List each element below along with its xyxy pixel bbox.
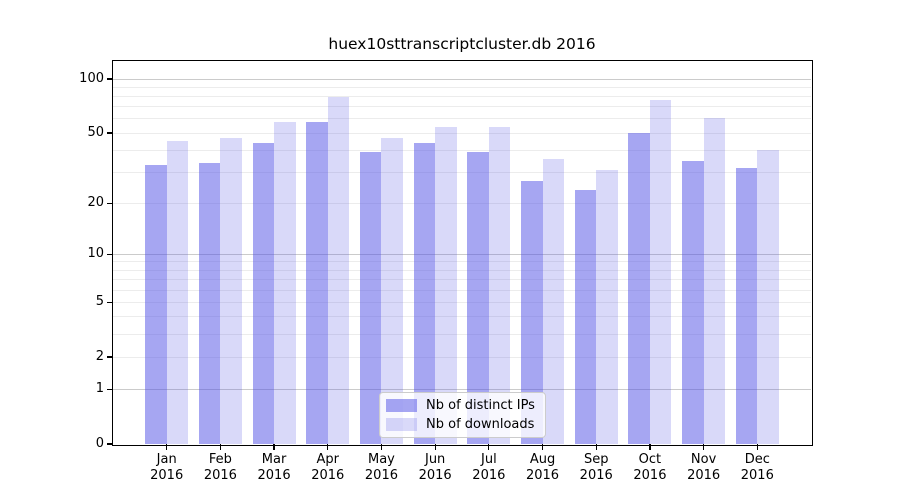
y-axis-tick-label: 5 <box>95 294 104 310</box>
bar-downloads <box>542 158 564 444</box>
y-axis-tick <box>106 443 113 445</box>
gridline-minor <box>113 289 811 291</box>
bar-downloads <box>327 96 350 444</box>
bar-distinct-ips <box>682 160 704 444</box>
y-axis-tick-label: 50 <box>87 125 104 141</box>
legend-swatch-downloads <box>386 418 417 431</box>
legend-label: Nb of downloads <box>426 417 535 432</box>
x-axis-tick <box>649 444 651 450</box>
x-axis-tick-label: Apr 2016 <box>311 452 345 483</box>
x-axis-tick <box>488 444 490 450</box>
x-axis-tick <box>434 444 436 450</box>
y-axis-tick-label: 2 <box>95 349 104 365</box>
bar-downloads <box>649 99 672 444</box>
y-axis-tick <box>106 253 113 256</box>
gridline-minor <box>113 269 811 271</box>
x-axis-tick-label: Jun 2016 <box>418 452 452 483</box>
legend-item-distinct-ips: Nb of distinct IPs <box>386 398 539 413</box>
bar-distinct-ips <box>521 180 543 444</box>
bar-downloads <box>220 137 242 444</box>
bar-distinct-ips <box>145 165 167 444</box>
bar-distinct-ips <box>735 167 758 444</box>
x-axis-tick <box>273 444 275 450</box>
gridline-major <box>113 78 811 80</box>
x-axis-tick <box>541 444 544 450</box>
bar-downloads <box>596 169 618 444</box>
y-axis-tick <box>106 356 113 358</box>
bar-distinct-ips <box>359 152 382 444</box>
y-axis-tick-label: 100 <box>79 71 104 87</box>
gridline-minor <box>113 118 811 120</box>
gridline-minor <box>113 171 811 173</box>
gridline-minor <box>113 106 811 108</box>
x-axis-tick-label: Jan 2016 <box>150 452 184 483</box>
bar-downloads <box>757 150 779 444</box>
gridline-minor <box>113 261 811 263</box>
x-axis-tick-label: Aug 2016 <box>525 452 560 483</box>
gridline-minor <box>113 86 811 88</box>
bar-distinct-ips <box>574 189 597 444</box>
bar-downloads <box>435 127 457 444</box>
bar-downloads <box>381 137 403 444</box>
x-axis-tick <box>327 444 329 450</box>
x-axis-tick <box>702 444 705 450</box>
gridline-minor <box>113 301 811 303</box>
x-axis-tick <box>219 444 222 450</box>
chart-title: huex10sttranscriptcluster.db 2016 <box>328 35 596 53</box>
x-axis-tick-label: Oct 2016 <box>633 452 667 483</box>
y-axis-tick-label: 20 <box>87 195 104 211</box>
bar-distinct-ips <box>467 152 489 444</box>
x-axis-tick <box>595 444 597 450</box>
gridline-minor <box>113 96 811 98</box>
bar-distinct-ips <box>252 143 275 444</box>
gridline-minor <box>113 132 811 134</box>
legend-item-downloads: Nb of downloads <box>386 417 539 432</box>
x-axis-tick-label: Jul 2016 <box>472 452 506 483</box>
legend: Nb of distinct IPs Nb of downloads <box>379 392 546 438</box>
x-axis-tick-label: Dec 2016 <box>740 452 774 483</box>
x-axis-tick-label: May 2016 <box>364 452 398 483</box>
bar-distinct-ips <box>628 133 650 444</box>
gridline-minor <box>113 202 811 204</box>
gridline-major <box>113 388 811 390</box>
bar-downloads <box>166 141 189 444</box>
x-axis-tick <box>166 444 168 450</box>
legend-label: Nb of distinct IPs <box>426 398 535 413</box>
bar-downloads <box>703 117 726 444</box>
legend-swatch-ips <box>386 399 417 412</box>
gridline-major <box>113 253 811 255</box>
y-axis-tick <box>106 301 113 303</box>
y-axis-tick <box>106 202 113 204</box>
bar-downloads <box>274 121 296 444</box>
gridline-minor <box>113 316 811 318</box>
bar-distinct-ips <box>413 143 436 444</box>
bar-distinct-ips <box>198 162 221 444</box>
x-axis-tick-label: Sep 2016 <box>579 452 613 483</box>
x-axis-tick-label: Nov 2016 <box>687 452 721 483</box>
bar-downloads <box>488 127 511 444</box>
gridline-minor <box>113 333 811 335</box>
x-axis-tick-label: Feb 2016 <box>203 452 237 483</box>
gridline-minor <box>113 149 811 151</box>
x-axis-tick-label: Mar 2016 <box>257 452 291 483</box>
gridline-minor <box>113 356 811 358</box>
y-axis-tick-label: 0 <box>95 436 104 451</box>
y-axis-tick-label: 10 <box>87 246 104 262</box>
y-axis-tick <box>106 132 113 134</box>
y-axis-tick-label: 1 <box>95 381 104 397</box>
bar-distinct-ips <box>306 121 328 444</box>
y-axis-tick <box>106 78 113 80</box>
x-axis-tick <box>380 444 383 450</box>
x-axis-tick <box>756 444 758 450</box>
y-axis-tick <box>106 388 113 390</box>
gridline-minor <box>113 279 811 281</box>
